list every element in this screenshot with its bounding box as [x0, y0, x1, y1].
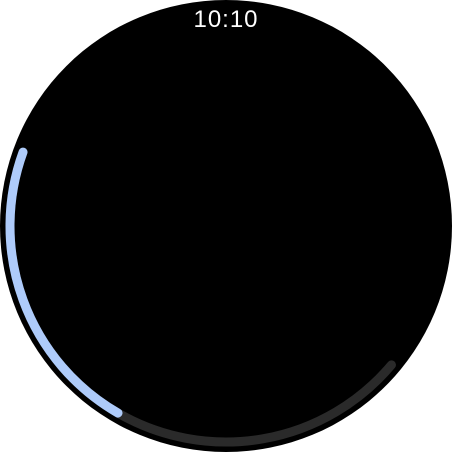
scroll-track	[5, 147, 396, 447]
clock-time: 10:10	[193, 6, 259, 33]
scroll-thumb[interactable]	[5, 147, 123, 418]
